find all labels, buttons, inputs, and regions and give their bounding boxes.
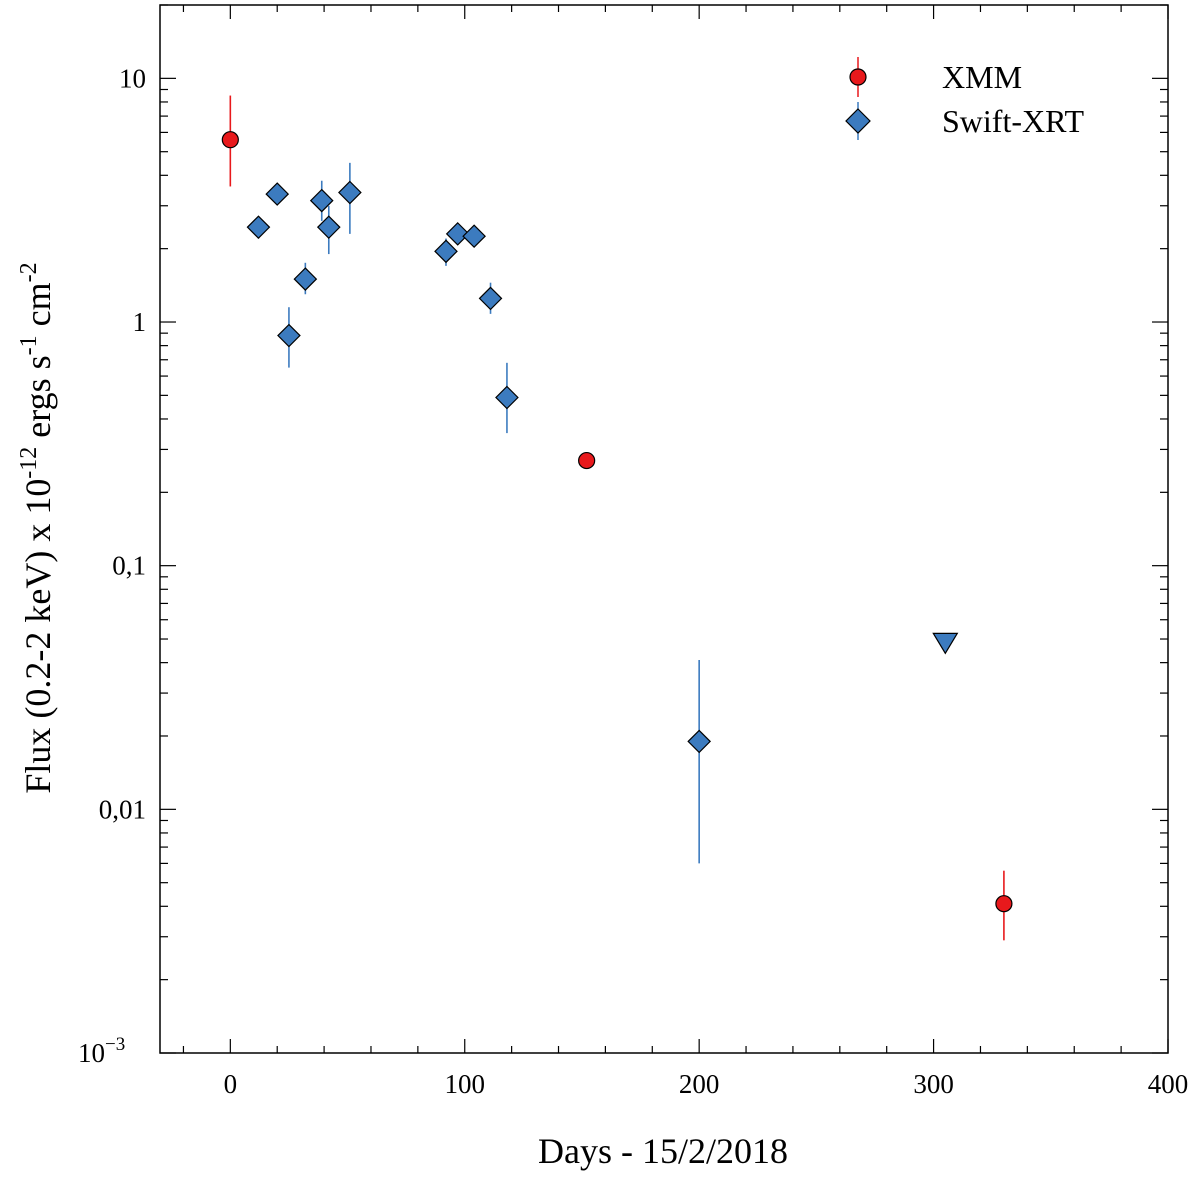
swift-xrt-point xyxy=(445,222,470,246)
swift-xrt-point xyxy=(316,215,341,240)
x-tick-label: 400 xyxy=(1148,1069,1189,1099)
x-axis-title: Days - 15/2/2018 xyxy=(538,1131,788,1171)
x-tick-label: 0 xyxy=(224,1069,238,1099)
xmm-point xyxy=(578,451,596,470)
axes: 0 100 200 300 400 10 1 0,1 0,01 10−3 xyxy=(78,4,1189,1099)
xmm-point xyxy=(221,131,239,149)
y-tick-label: 1 xyxy=(133,307,147,337)
swift-xrt-upper-limit-point xyxy=(932,632,959,655)
y-tick-label: 0,1 xyxy=(112,551,146,581)
plot-frame xyxy=(159,4,1169,1054)
swift-xrt-point xyxy=(277,323,301,348)
plot-area xyxy=(221,95,1013,941)
legend-xmm-marker xyxy=(849,68,867,86)
x-tick-label: 100 xyxy=(444,1069,485,1099)
legend-swift-marker xyxy=(845,108,871,134)
swift-xrt-point xyxy=(246,215,271,240)
swift-xrt-point xyxy=(265,182,290,206)
y-tick-label: 0,01 xyxy=(99,794,146,824)
legend-swift-label: Swift-XRT xyxy=(942,103,1085,139)
swift-xrt-point xyxy=(687,729,712,754)
legend: XMM Swift-XRT xyxy=(845,57,1085,140)
y-axis-title: Flux (0.2-2 keV) x 10-12 ergs s-1 cm-2 xyxy=(16,262,58,793)
swift-xrt-point xyxy=(338,180,362,205)
swift-xrt-point xyxy=(309,188,334,213)
y-tick-label: 10 xyxy=(119,63,146,93)
swift-xrt-point xyxy=(434,239,458,264)
xmm-point xyxy=(995,895,1013,913)
legend-xmm-label: XMM xyxy=(942,59,1022,95)
swift-xrt-point xyxy=(495,385,519,410)
x-tick-label: 200 xyxy=(679,1069,720,1099)
y-tick-label: 10−3 xyxy=(78,1034,125,1068)
swift-xrt-point xyxy=(462,224,486,249)
swift-xrt-point xyxy=(478,286,503,311)
swift-xrt-point xyxy=(293,267,318,291)
x-tick-label: 300 xyxy=(913,1069,954,1099)
